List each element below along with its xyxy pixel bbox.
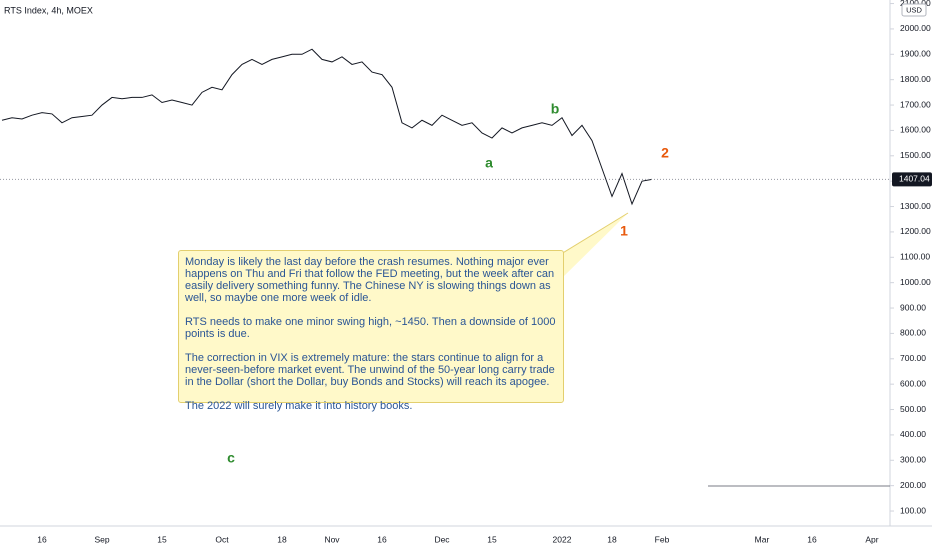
y-tick-label: 1000.00	[900, 277, 931, 287]
note-paragraph: Monday is likely the last day before the…	[185, 256, 555, 304]
wave-label: c	[227, 450, 235, 466]
symbol-title: RTS Index, 4h, MOEX	[4, 5, 93, 15]
note-paragraph: The 2022 will surely make it into histor…	[185, 400, 413, 412]
x-tick-label: 18	[607, 534, 617, 544]
wave-label: 2	[661, 145, 669, 161]
currency-label: USD	[906, 5, 922, 14]
y-tick-label: 2000.00	[900, 23, 931, 33]
x-tick-label: 15	[487, 534, 497, 544]
x-tick-label: 16	[377, 534, 387, 544]
x-tick-label: Dec	[434, 534, 450, 544]
y-tick-label: 200.00	[900, 480, 926, 490]
y-tick-label: 600.00	[900, 378, 926, 388]
last-price-badge	[892, 172, 932, 187]
y-tick-label: 700.00	[900, 353, 926, 363]
x-tick-label: 15	[157, 534, 167, 544]
x-tick-label: Oct	[215, 534, 229, 544]
y-tick-label: 1500.00	[900, 150, 931, 160]
wave-label: 1	[620, 223, 628, 239]
x-tick-label: 16	[807, 534, 817, 544]
x-tick-label: Feb	[655, 534, 670, 544]
y-tick-label: 1900.00	[900, 49, 931, 59]
y-tick-label: 900.00	[900, 302, 926, 312]
x-tick-label: 2022	[553, 534, 572, 544]
note-paragraph: RTS needs to make one minor swing high, …	[185, 316, 556, 340]
x-tick-label: 16	[37, 534, 47, 544]
y-tick-label: 400.00	[900, 429, 926, 439]
wave-label: b	[551, 101, 560, 117]
wave-label: a	[485, 155, 493, 171]
y-tick-label: 800.00	[900, 328, 926, 338]
y-tick-label: 500.00	[900, 404, 926, 414]
y-tick-label: 100.00	[900, 505, 926, 515]
y-tick-label: 1300.00	[900, 201, 931, 211]
x-tick-label: Mar	[755, 534, 770, 544]
y-tick-label: 1600.00	[900, 125, 931, 135]
y-tick-label: 300.00	[900, 455, 926, 465]
x-tick-label: Nov	[324, 534, 340, 544]
y-tick-label: 1800.00	[900, 74, 931, 84]
x-tick-label: 18	[277, 534, 287, 544]
x-tick-label: Apr	[865, 534, 878, 544]
x-tick-label: Sep	[94, 534, 109, 544]
callout-note: Monday is likely the last day before the…	[178, 250, 564, 412]
y-tick-label: 1700.00	[900, 99, 931, 109]
price-line	[1, 48, 653, 206]
last-price-label: 1407.04	[899, 174, 930, 184]
y-tick-label: 1100.00	[900, 252, 930, 262]
y-tick-label: 1200.00	[900, 226, 931, 236]
currency-badge	[901, 3, 927, 17]
note-paragraph: The correction in VIX is extremely matur…	[185, 352, 555, 388]
